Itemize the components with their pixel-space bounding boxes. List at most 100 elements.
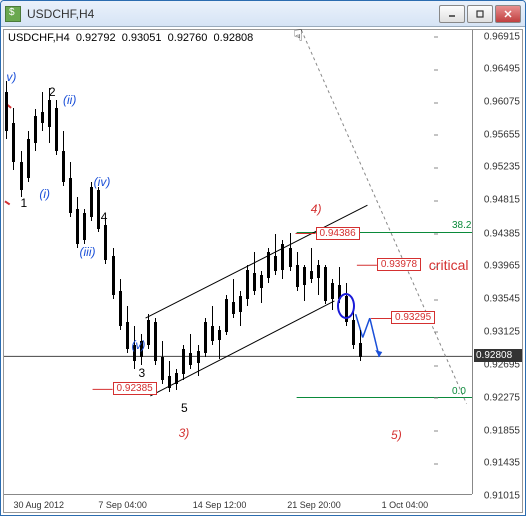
y-tick: 0.91435 <box>484 458 520 469</box>
candle <box>311 248 312 283</box>
y-tick: 0.93545 <box>484 294 520 305</box>
price-label: 0.92385 <box>113 382 157 395</box>
y-tick: 0.94815 <box>484 195 520 206</box>
candle <box>233 279 234 318</box>
y-tick: 0.91015 <box>484 491 520 502</box>
cursor-icon: ☟ <box>293 26 303 46</box>
candle <box>290 233 291 271</box>
candle <box>13 108 14 170</box>
wave-label: 4) <box>311 202 322 216</box>
candle <box>332 279 333 310</box>
candle <box>360 330 361 361</box>
wave-label: 1 <box>21 196 28 210</box>
candle <box>219 326 220 359</box>
candle <box>198 345 199 376</box>
wave-label: v) <box>6 70 16 84</box>
price-label: 0.93295 <box>391 311 435 324</box>
candle <box>247 265 248 306</box>
y-tick: 0.96075 <box>484 97 520 108</box>
candle <box>21 151 22 198</box>
y-tick: 0.94385 <box>484 228 520 239</box>
plot-region[interactable]: 38.20.0☟0.943860.939780.932950.92385crit… <box>4 30 472 494</box>
candle <box>304 265 305 301</box>
wave-label: (iii) <box>80 245 96 259</box>
current-price-marker: 0.92808 <box>474 349 522 362</box>
y-tick: 0.95235 <box>484 162 520 173</box>
window-title: USDCHF,H4 <box>27 7 439 21</box>
wave-label: 3 <box>139 366 146 380</box>
candle <box>84 209 85 244</box>
wave-label: 3) <box>179 426 190 440</box>
price-label: 0.93978 <box>377 258 421 271</box>
candle <box>91 182 92 221</box>
candle <box>162 341 163 384</box>
chart-window: USDCHF,H4 USDCHF,H4 0.92792 0.93051 0.92… <box>0 0 526 516</box>
x-tick: 21 Sep 20:00 <box>287 500 341 510</box>
x-axis: 30 Aug 2012 7 Sep 04:00 14 Sep 12:00 21 Sep… <box>4 494 472 512</box>
minimize-button[interactable] <box>439 5 465 23</box>
y-tick: 0.93125 <box>484 326 520 337</box>
candle <box>190 334 191 369</box>
candle <box>183 345 184 380</box>
x-tick: 1 Oct 04:00 <box>382 500 429 510</box>
candle <box>6 81 7 139</box>
wave-label: (i) <box>39 187 50 201</box>
candle <box>127 306 128 353</box>
candle <box>318 260 319 295</box>
maximize-button[interactable] <box>467 5 493 23</box>
x-tick: 30 Aug 2012 <box>13 500 64 510</box>
fib-label: 0.0 <box>452 386 466 397</box>
price-label: 0.94386 <box>316 227 360 240</box>
candle <box>56 100 57 155</box>
candle <box>176 369 177 390</box>
candle <box>148 314 149 349</box>
titlebar[interactable]: USDCHF,H4 <box>1 1 525 27</box>
candle <box>120 279 121 330</box>
wave-label: 2 <box>49 85 56 99</box>
wave-label: 5) <box>391 428 402 442</box>
candle <box>261 271 262 302</box>
x-tick: 14 Sep 12:00 <box>193 500 247 510</box>
wave-label: 5 <box>181 401 188 415</box>
candle <box>325 265 326 304</box>
wave-label: (iv) <box>94 175 111 189</box>
candle <box>205 318 206 357</box>
candle <box>353 310 354 349</box>
candle <box>77 197 78 248</box>
candle <box>226 295 227 335</box>
candle <box>63 131 64 186</box>
candle <box>240 291 241 326</box>
y-tick: 0.92275 <box>484 392 520 403</box>
close-button[interactable] <box>495 5 521 23</box>
fib-label: 38.2 <box>452 220 471 231</box>
y-tick: 0.96915 <box>484 31 520 42</box>
window-controls <box>439 5 521 23</box>
candle <box>275 234 276 275</box>
candle <box>105 217 106 264</box>
wave-label: (ii) <box>63 93 76 107</box>
candle <box>297 252 298 291</box>
candle <box>42 92 43 131</box>
y-tick: 0.96495 <box>484 64 520 75</box>
app-icon <box>5 6 21 22</box>
chart-area[interactable]: USDCHF,H4 0.92792 0.93051 0.92760 0.9280… <box>3 29 523 513</box>
candle <box>169 361 170 392</box>
critical-label: critical <box>429 257 469 273</box>
candle <box>28 131 29 182</box>
y-tick: 0.95655 <box>484 129 520 140</box>
candle <box>268 248 269 283</box>
candle <box>70 162 71 217</box>
x-tick: 7 Sep 04:00 <box>98 500 147 510</box>
candle <box>98 187 99 232</box>
y-tick: 0.93965 <box>484 261 520 272</box>
y-axis: 0.96915 0.96495 0.96075 0.95655 0.95235 0.948… <box>472 30 522 494</box>
candle <box>113 248 114 299</box>
candle <box>155 318 156 365</box>
wave-label: 4 <box>101 210 108 224</box>
candle <box>254 252 255 295</box>
y-tick: 0.91855 <box>484 425 520 436</box>
candle <box>35 109 36 150</box>
candle <box>282 240 283 279</box>
wave-label: (v) <box>131 338 145 352</box>
candle <box>212 306 213 345</box>
